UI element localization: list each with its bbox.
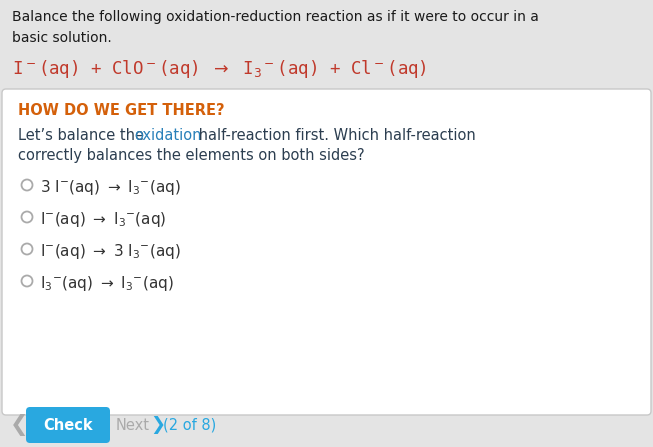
Text: Balance the following oxidation-reduction reaction as if it were to occur in a
b: Balance the following oxidation-reductio…: [12, 10, 539, 45]
Text: I$^{\sf-}$(aq) + ClO$^{\sf-}$(aq) $\rightarrow$ I$_{\sf3}$$^{\sf-}$(aq) + Cl$^{\: I$^{\sf-}$(aq) + ClO$^{\sf-}$(aq) $\righ…: [12, 58, 427, 80]
Text: 3 I$^{-}$(aq) $\rightarrow$ I$_{3}$$^{-}$(aq): 3 I$^{-}$(aq) $\rightarrow$ I$_{3}$$^{-}…: [40, 178, 181, 197]
FancyBboxPatch shape: [26, 407, 110, 443]
Text: half-reaction first. Which half-reaction: half-reaction first. Which half-reaction: [194, 128, 476, 143]
Text: Next: Next: [116, 417, 150, 433]
Text: HOW DO WE GET THERE?: HOW DO WE GET THERE?: [18, 103, 225, 118]
Text: (2 of 8): (2 of 8): [163, 417, 216, 433]
Text: Check: Check: [43, 417, 93, 433]
Text: I$^{-}$(aq) $\rightarrow$ 3 I$_{3}$$^{-}$(aq): I$^{-}$(aq) $\rightarrow$ 3 I$_{3}$$^{-}…: [40, 242, 181, 261]
Text: oxidation: oxidation: [134, 128, 202, 143]
Text: ❮: ❮: [10, 414, 29, 436]
Text: Let’s balance the: Let’s balance the: [18, 128, 149, 143]
Text: correctly balances the elements on both sides?: correctly balances the elements on both …: [18, 148, 364, 163]
Text: I$_{3}$$^{-}$(aq) $\rightarrow$ I$_{3}$$^{-}$(aq): I$_{3}$$^{-}$(aq) $\rightarrow$ I$_{3}$$…: [40, 274, 174, 293]
FancyBboxPatch shape: [2, 89, 651, 415]
Text: ❯: ❯: [150, 416, 165, 434]
Text: I$^{-}$(aq) $\rightarrow$ I$_{3}$$^{-}$(aq): I$^{-}$(aq) $\rightarrow$ I$_{3}$$^{-}$(…: [40, 210, 167, 229]
